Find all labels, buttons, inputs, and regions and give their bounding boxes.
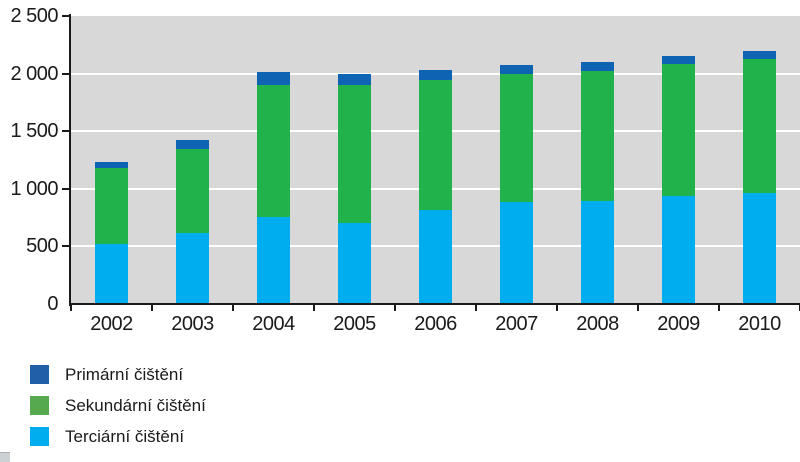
- bar-2010-segment-1: [743, 58, 776, 194]
- x-axis-label-2005: 2005: [333, 313, 376, 335]
- bar-2008-segment-1: [581, 70, 614, 201]
- bar-2009-segment-1: [662, 63, 695, 196]
- y-tick-1000: [62, 187, 69, 190]
- y-axis-label-1000: 1 000: [10, 177, 58, 200]
- bar-2008-segment-2: [581, 200, 614, 304]
- bar-2002-segment-1: [95, 168, 128, 245]
- x-tick-1: [151, 305, 153, 311]
- x-tick-3: [313, 305, 315, 311]
- bar-2004-segment-2: [257, 217, 290, 304]
- x-axis-label-2004: 2004: [252, 313, 295, 335]
- bar-2002-segment-2: [95, 244, 128, 304]
- x-axis-label-2002: 2002: [90, 313, 133, 335]
- bar-2006-segment-2: [419, 210, 452, 304]
- x-tick-0: [70, 305, 72, 311]
- bar-2003-segment-1: [176, 149, 209, 234]
- bar-2005-segment-1: [338, 84, 371, 223]
- legend-swatch-icon: [30, 365, 49, 384]
- legend: Primární čištění Sekundární čištění Terciá…: [30, 365, 206, 458]
- x-axis-label-2008: 2008: [576, 313, 619, 335]
- bar-2007-segment-0: [500, 64, 533, 74]
- legend-item-2: Terciární čištění: [30, 427, 206, 446]
- x-axis-label-2010: 2010: [738, 313, 781, 335]
- x-tick-7: [637, 305, 639, 311]
- legend-item-1: Sekundární čištění: [30, 396, 206, 415]
- y-axis-line: [69, 14, 71, 306]
- bar-2009-segment-0: [662, 55, 695, 64]
- bar-2003-segment-0: [176, 140, 209, 150]
- legend-label: Terciární čištění: [65, 427, 185, 446]
- bar-2005-segment-2: [338, 222, 371, 304]
- legend-item-0: Primární čištění: [30, 365, 206, 384]
- legend-swatch-icon: [30, 396, 49, 415]
- x-axis-label-2003: 2003: [171, 313, 214, 335]
- x-axis-label-2009: 2009: [657, 313, 700, 335]
- y-tick-2500: [62, 15, 69, 17]
- x-tick-2: [232, 305, 234, 311]
- x-axis-label-2006: 2006: [414, 313, 457, 335]
- x-axis-label-2007: 2007: [495, 313, 538, 335]
- bar-2007-segment-2: [500, 202, 533, 304]
- y-tick-2000: [62, 72, 69, 75]
- y-axis-label-1500: 1 500: [10, 120, 58, 143]
- bar-2006-segment-0: [419, 70, 452, 80]
- bar-2008-segment-0: [581, 61, 614, 71]
- bar-2004-segment-1: [257, 84, 290, 217]
- y-tick-500: [62, 245, 69, 248]
- bar-2006-segment-1: [419, 79, 452, 211]
- x-tick-5: [475, 305, 477, 311]
- legend-swatch-icon: [30, 427, 49, 446]
- x-tick-6: [556, 305, 558, 311]
- bar-2009-segment-2: [662, 195, 695, 304]
- legend-label: Sekundární čištění: [65, 396, 206, 415]
- bar-2007-segment-1: [500, 73, 533, 203]
- bar-2005-segment-0: [338, 73, 371, 85]
- corner-artifact: [0, 452, 10, 462]
- bar-2010-segment-0: [743, 51, 776, 59]
- legend-label: Primární čištění: [65, 365, 184, 384]
- y-axis-label-0: 0: [47, 293, 58, 315]
- bar-2004-segment-0: [257, 72, 290, 85]
- y-axis-label-2000: 2 000: [10, 62, 58, 85]
- y-tick-1500: [62, 130, 69, 133]
- bar-2010-segment-2: [743, 193, 776, 304]
- bar-2002-segment-0: [95, 161, 128, 169]
- x-tick-8: [718, 305, 720, 311]
- x-axis-line: [69, 303, 800, 305]
- y-axis-label-2500: 2 500: [10, 5, 58, 27]
- bar-2003-segment-2: [176, 233, 209, 304]
- y-axis-label-500: 500: [26, 235, 58, 258]
- x-tick-4: [394, 305, 396, 311]
